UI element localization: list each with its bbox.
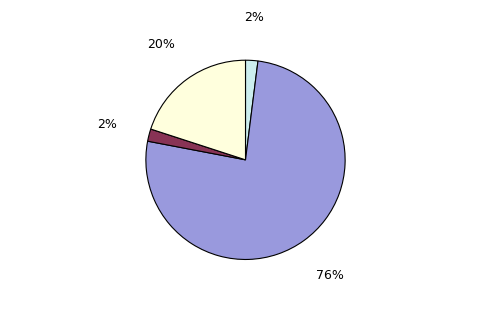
Text: 2%: 2% <box>245 11 265 24</box>
Wedge shape <box>148 129 246 160</box>
Wedge shape <box>151 60 246 160</box>
Text: 2%: 2% <box>97 118 117 131</box>
Text: 76%: 76% <box>316 269 344 282</box>
Text: 20%: 20% <box>147 38 175 51</box>
Wedge shape <box>246 60 258 160</box>
Wedge shape <box>146 61 345 259</box>
